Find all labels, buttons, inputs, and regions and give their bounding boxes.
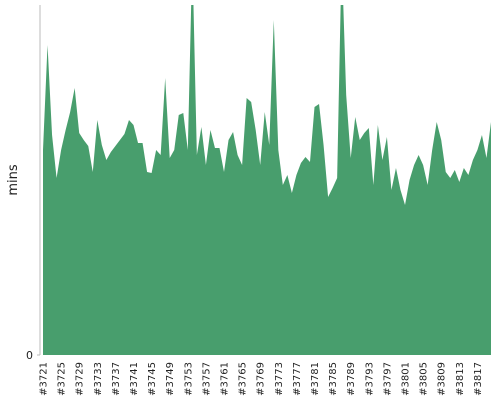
x-tick-label: #3773 xyxy=(274,362,285,396)
x-tick-label: #3749 xyxy=(165,362,176,396)
x-tick-label: #3813 xyxy=(455,362,466,396)
x-tick-label: #3721 xyxy=(39,362,50,396)
area xyxy=(43,5,491,355)
x-tick-label: #3757 xyxy=(201,362,212,396)
y-tick-label: 0 xyxy=(26,349,33,362)
x-tick-label: #3797 xyxy=(382,362,393,396)
x-tick-label: #3741 xyxy=(129,362,140,396)
x-tick-label: #3761 xyxy=(220,362,231,396)
x-tick-label: #3801 xyxy=(401,362,412,396)
x-tick-label: #3745 xyxy=(147,362,158,396)
x-tick-label: #3769 xyxy=(256,362,267,396)
x-tick-label: #3733 xyxy=(93,362,104,396)
x-tick-label: #3809 xyxy=(437,362,448,396)
x-tick-label: #3817 xyxy=(473,362,484,396)
x-tick-label: #3737 xyxy=(111,362,122,396)
x-tick-label: #3729 xyxy=(75,362,86,396)
x-tick-label: #3725 xyxy=(57,362,68,396)
x-tick-label: #3753 xyxy=(183,362,194,396)
y-axis-label: mins xyxy=(6,164,21,196)
x-tick-label: #3805 xyxy=(419,362,430,396)
x-tick-label: #3781 xyxy=(310,362,321,396)
x-tick-label: #3765 xyxy=(238,362,249,396)
x-tick-label: #3785 xyxy=(328,362,339,396)
x-tick-label: #3793 xyxy=(364,362,375,396)
x-tick-label: #3789 xyxy=(346,362,357,396)
x-tick-label: #3777 xyxy=(292,362,303,396)
